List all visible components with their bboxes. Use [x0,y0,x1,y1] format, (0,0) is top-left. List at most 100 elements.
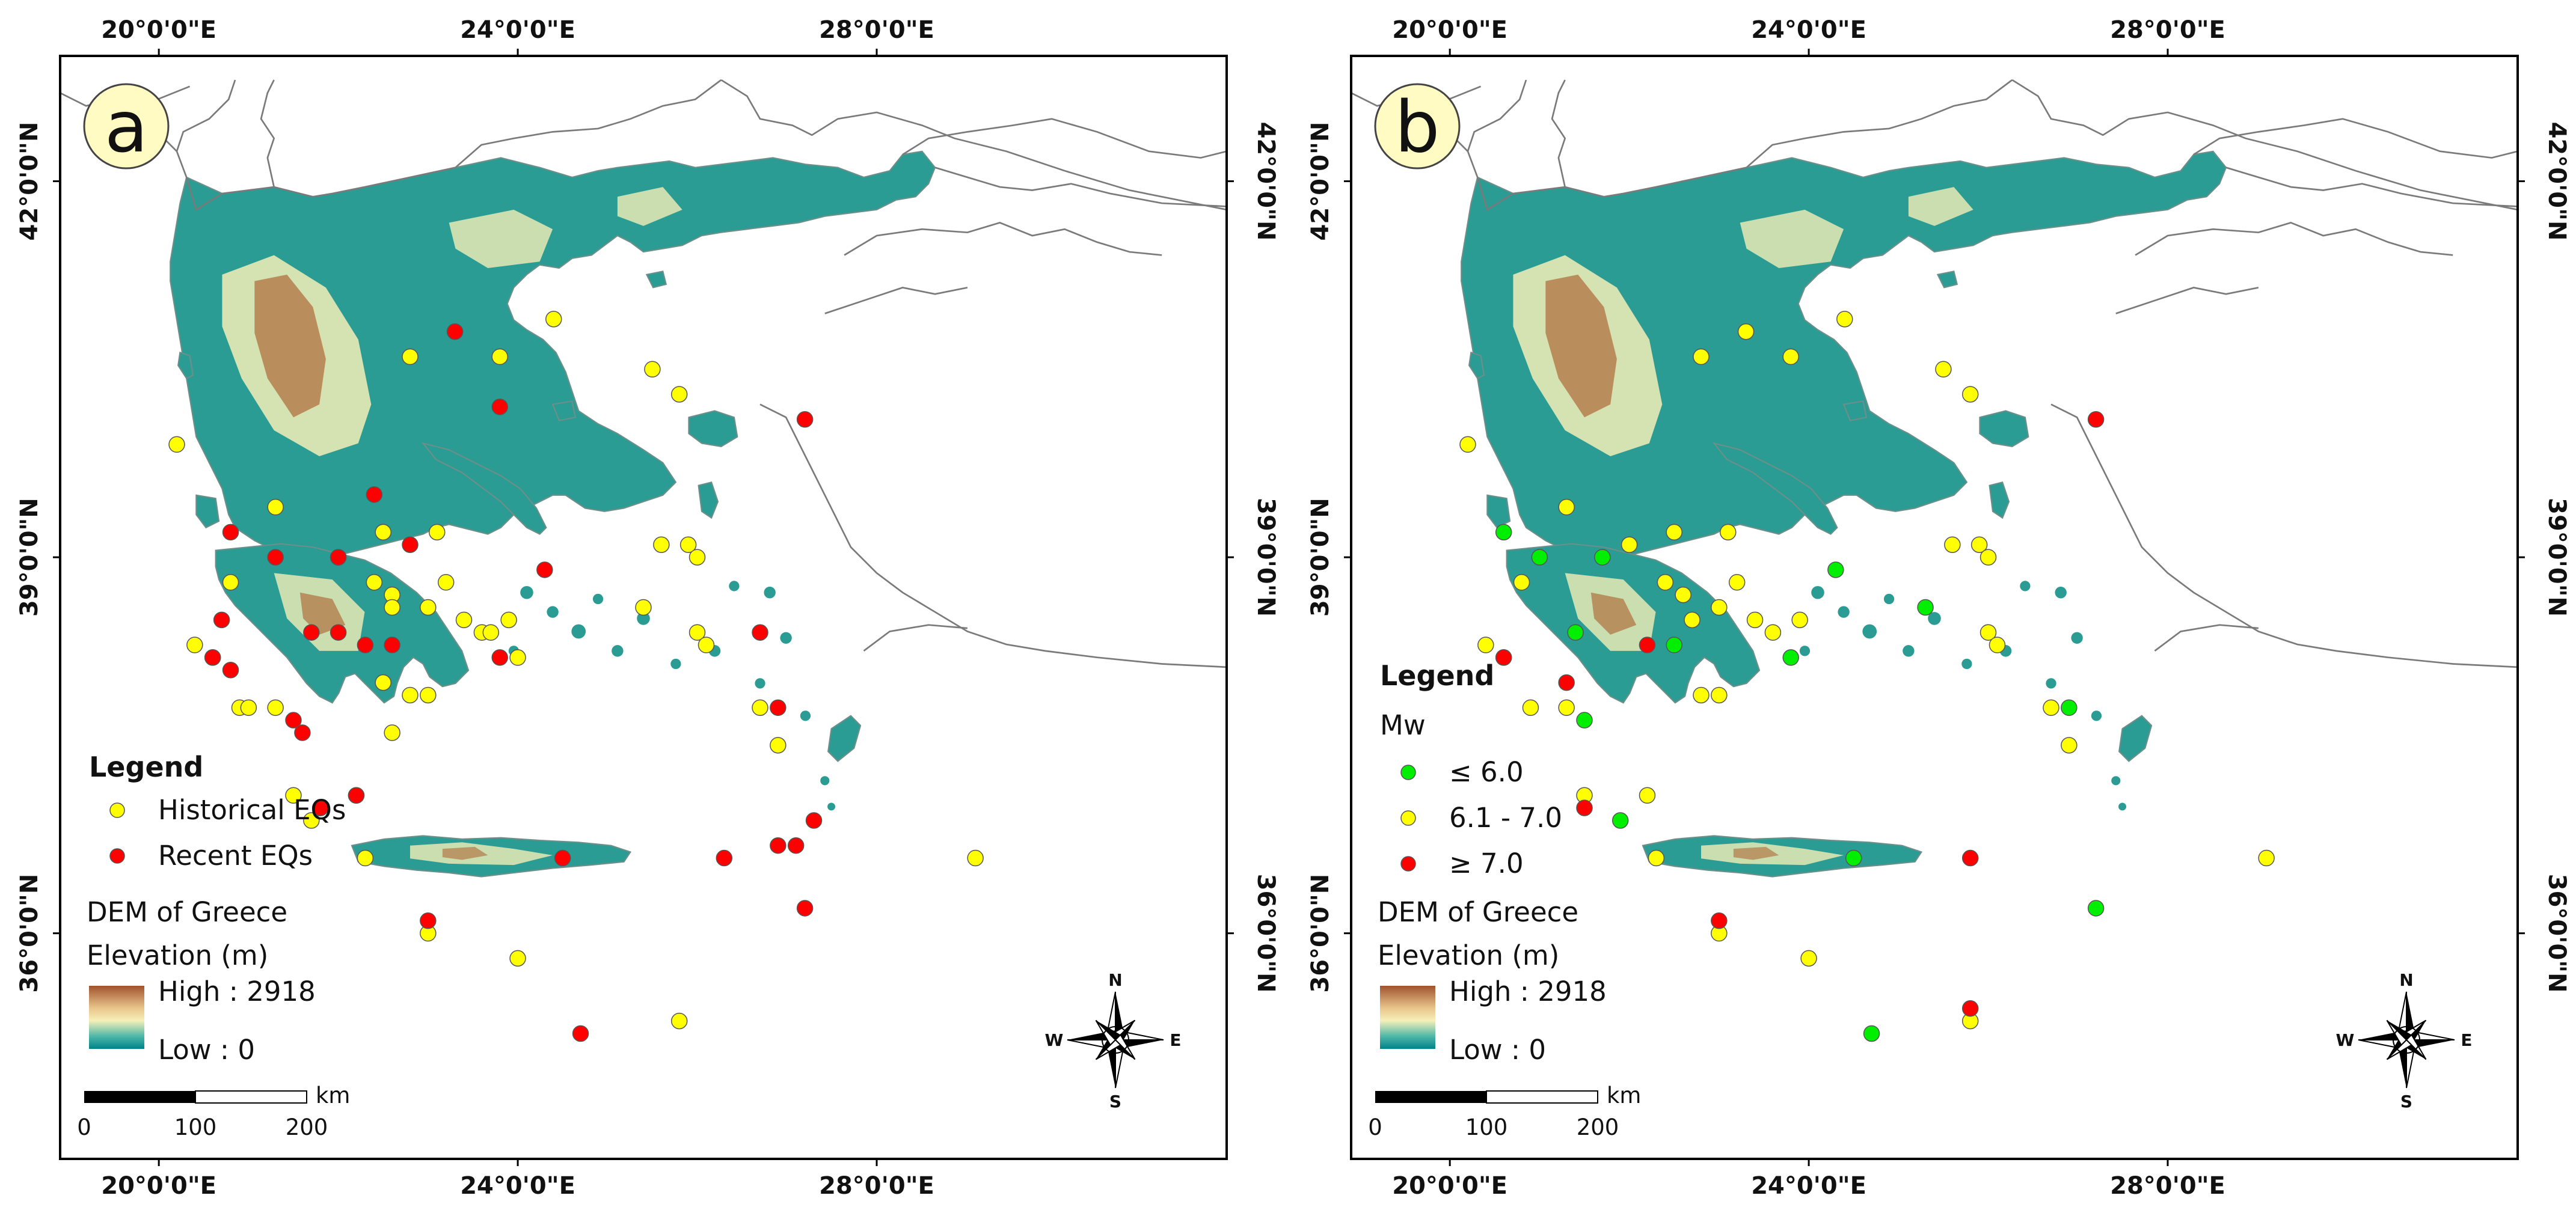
historical-eq-marker [770,737,787,754]
historical-eq-marker [500,611,517,629]
historical-eq-marker [437,574,455,591]
compass-icon: N S E W [1045,970,1182,1111]
recent-eq-marker [267,549,284,566]
lon-label-bottom: 24°0'0"E [460,1172,575,1200]
scale-tick: 0 [1368,1114,1382,1140]
historical-eq-marker [653,536,670,553]
historical-eq-marker [384,724,400,741]
historical-eq-marker [375,524,391,541]
historical-eq-marker [491,348,508,365]
historical-eq-marker [752,699,768,716]
lon-label-top: 28°0'0"E [2110,16,2225,44]
mw-mid-marker [1800,950,1817,967]
mw-low-marker [1845,849,1862,867]
lon-label-top: 24°0'0"E [460,16,575,44]
mw-low-marker [1567,624,1584,641]
lon-label-top: 28°0'0"E [819,16,934,44]
historical-eq-marker [670,1012,688,1030]
mw-mid-marker [1711,686,1728,704]
recent-eq-marker [402,536,419,553]
legend-swatch [1400,810,1416,826]
mw-low-marker [1782,649,1799,666]
lat-label-right: 36°0'0"N [1252,874,1280,993]
historical-eq-marker [285,787,302,804]
legend-swatch [109,802,125,818]
mw-mid-marker [2061,737,2078,754]
historical-eq-marker [375,674,391,691]
mw-mid-marker [1728,574,1746,591]
compass-e: E [1170,1030,1181,1050]
mw-mid-marker [1684,611,1700,629]
recent-eq-marker [554,849,571,867]
historical-eq-marker [698,637,715,653]
dem-low-label: Low : 0 [158,1034,255,1066]
legend-title: Legend [89,751,203,783]
recent-eq-marker [384,637,400,653]
mw-mid-marker [1746,611,1764,629]
panel-b: 20°0'0"E 20°0'0"E 24°0'0"E 24°0'0"E 28°0'0"E… [1307,16,2571,1200]
mw-mid-marker [1836,311,1853,328]
historical-eq-marker [509,950,526,967]
scale-tick: 200 [1577,1114,1619,1140]
mw-mid-marker [1675,586,1691,603]
historical-eq-marker [429,524,446,541]
mw-high-marker [2087,411,2105,428]
panel-a: 20°0'0"E 20°0'0"E 24°0'0"E 24°0'0"E 28°0'0"E… [16,16,1280,1200]
mw-mid-marker [1558,699,1575,716]
legend-subtitle: Mw [1380,709,1426,741]
mw-low-marker [2061,699,2078,716]
mw-mid-marker [1648,849,1665,867]
historical-eq-marker [509,649,526,666]
legend: Legend Mw ≤ 6.0 6.1 - 7.0 ≥ 7.0 DEM of Greece… [1378,659,1607,1066]
scale-tick: 100 [174,1114,217,1140]
recent-eq-marker [770,699,787,716]
dem-low-label: Low : 0 [1449,1034,1546,1066]
historical-eq-marker [482,624,500,641]
recent-eq-marker [536,561,553,578]
lat-label-right: 39°0'0"N [1252,498,1280,617]
recent-eq-marker [330,549,347,566]
recent-eq-marker [796,900,814,917]
mw-mid-marker [2258,849,2275,867]
legend-item-label: Historical EQs [158,794,346,826]
mw-mid-marker [2043,699,2059,716]
recent-eq-marker [303,624,320,641]
legend-swatch [109,848,125,864]
mw-low-marker [1531,549,1548,566]
recent-eq-marker [491,399,508,415]
lat-label-right: 42°0'0"N [2543,122,2571,241]
lon-label-top: 20°0'0"E [1392,16,1507,44]
mw-high-marker [1961,849,1979,867]
mw-mid-marker [1782,348,1799,365]
elevation-title: Elevation (m) [1378,939,1559,971]
historical-eq-marker [222,574,239,591]
compass-n: N [1108,970,1122,990]
historical-eq-marker [688,549,706,566]
scale-unit: km [1607,1083,1641,1108]
mw-mid-marker [1791,611,1808,629]
lon-label-bottom: 20°0'0"E [1392,1172,1507,1200]
mw-low-marker [1917,599,1934,616]
lat-label-left: 39°0'0"N [1307,498,1334,617]
compass-w: W [1045,1030,1064,1050]
recent-eq-marker [420,912,437,929]
recent-eq-marker [366,486,383,503]
mw-high-marker [1558,674,1575,691]
mw-low-marker [2087,900,2105,917]
map-area [1351,56,2518,1159]
historical-eq-marker [267,498,284,516]
recent-eq-marker [716,849,733,867]
mw-low-marker [1612,812,1629,829]
lat-label-right: 36°0'0"N [2543,874,2571,993]
historical-eq-marker [357,849,374,867]
recent-eq-marker [787,837,805,854]
lat-label-left: 42°0'0"N [16,122,43,241]
mw-mid-marker [1711,599,1728,616]
mw-high-marker [1495,649,1512,666]
legend-item-label: ≥ 7.0 [1449,848,1524,879]
compass-e: E [2461,1030,2472,1050]
compass-n: N [2399,970,2413,990]
compass-s: S [1109,1092,1121,1111]
compass-w: W [2336,1030,2355,1050]
legend-item-label: ≤ 6.0 [1449,756,1524,788]
